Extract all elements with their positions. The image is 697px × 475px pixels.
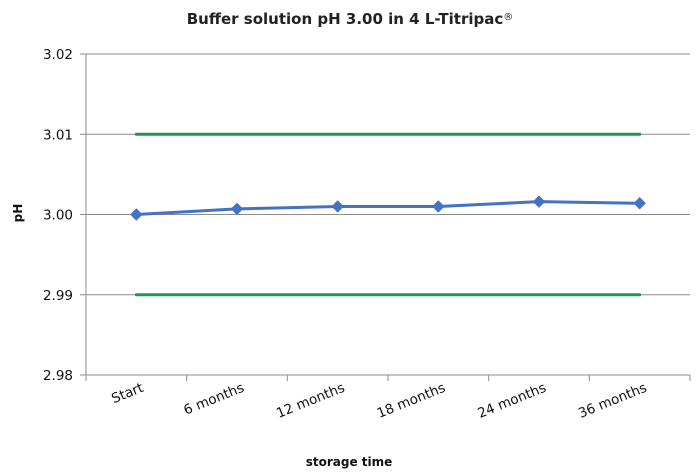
y-tick-label: 2.98 — [43, 368, 73, 384]
series-lines — [134, 132, 642, 297]
x-axis-ticks: Start 6 months 12 months 18 months 24 months… — [109, 380, 649, 422]
x-axis-title: storage time — [306, 455, 393, 469]
data-point-marker — [130, 208, 143, 221]
y-tick-label: 3.01 — [43, 127, 73, 143]
x-tick-label: 24 months — [475, 380, 548, 422]
x-tick-label: 12 months — [274, 380, 347, 422]
y-axis-ticks: 3.02 3.01 3.00 2.99 2.98 — [43, 47, 73, 384]
series-markers — [130, 195, 646, 221]
data-point-marker — [230, 202, 244, 216]
x-tick-label: 6 months — [181, 380, 246, 419]
data-point-marker — [432, 200, 445, 213]
y-tick-label: 2.99 — [43, 288, 73, 304]
x-tick-label: Start — [109, 380, 146, 407]
series-line-0 — [134, 200, 642, 216]
data-point-marker — [532, 195, 546, 208]
y-tick-label: 3.02 — [43, 47, 73, 63]
data-point-marker — [633, 197, 646, 210]
data-point-marker — [331, 200, 344, 213]
y-axis-title: pH — [11, 204, 25, 223]
chart-title: Buffer solution pH 3.00 in 4 L-Titripac® — [187, 10, 514, 28]
gridlines — [80, 53, 691, 381]
y-tick-label: 3.00 — [43, 208, 73, 224]
x-tick-label: 18 months — [375, 380, 448, 422]
x-tick-label: 36 months — [576, 380, 649, 422]
